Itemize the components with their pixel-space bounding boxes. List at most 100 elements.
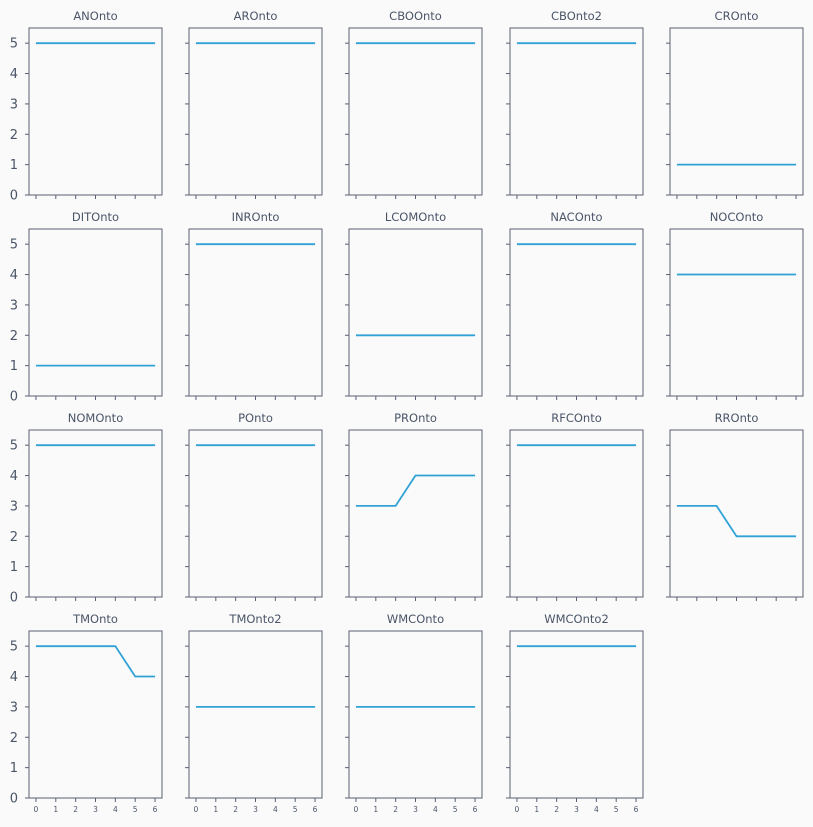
panel-frame	[348, 630, 483, 799]
x-tick-label: 0	[515, 805, 520, 814]
y-tick-label: 3	[10, 298, 18, 313]
panel-frame	[509, 630, 644, 799]
panel-title: TMOnto2	[228, 612, 281, 626]
panel-title: CBOOnto	[389, 9, 442, 23]
panel-frame	[188, 429, 323, 598]
x-tick-label: 4	[594, 805, 599, 814]
x-tick-label: 0	[354, 805, 359, 814]
panel-pronto: PROnto	[345, 411, 483, 601]
x-tick-label: 6	[634, 805, 639, 814]
y-tick-label: 2	[10, 329, 18, 344]
y-tick-label: 2	[10, 731, 18, 746]
panel-title: RROnto	[715, 411, 759, 425]
series-line	[676, 504, 797, 538]
panel-title: CROnto	[715, 9, 759, 23]
panel-title: PROnto	[394, 411, 437, 425]
x-tick-label: 6	[153, 805, 158, 814]
panel-frame	[188, 27, 323, 196]
panel-frame	[669, 27, 804, 196]
y-tick-label: 1	[10, 359, 18, 374]
panel-frame	[348, 27, 483, 196]
y-tick-label: 2	[10, 530, 18, 545]
y-tick-label: 5	[10, 238, 18, 253]
series-line	[355, 474, 476, 507]
panel-naconto: NACOnto	[506, 210, 644, 400]
panel-ponto: POnto	[185, 411, 323, 601]
panel-title: POnto	[238, 411, 273, 425]
x-tick-label: 0	[194, 805, 199, 814]
panel-rronto: RROnto	[666, 411, 804, 601]
x-tick-label: 2	[393, 805, 398, 814]
panel-frame	[28, 27, 163, 196]
y-tick-label: 5	[10, 640, 18, 655]
x-tick-label: 2	[233, 805, 238, 814]
x-tick-label: 3	[574, 805, 579, 814]
x-tick-label: 3	[93, 805, 98, 814]
panel-frame	[509, 228, 644, 397]
panel-title: DITOnto	[72, 210, 119, 224]
x-tick-label: 1	[53, 805, 58, 814]
y-tick-label: 0	[10, 390, 18, 405]
panel-title: AROnto	[234, 9, 278, 23]
x-tick-label: 3	[413, 805, 418, 814]
panel-frame	[28, 630, 163, 799]
x-tick-label: 3	[253, 805, 258, 814]
panel-frame	[669, 228, 804, 397]
panel-tmonto2: TMOnto2 0 1 2 3 4 5 6	[185, 612, 323, 814]
panel-title: NACOnto	[550, 210, 602, 224]
panel-title: LCOMOnto	[385, 210, 446, 224]
panel-title: RFCOnto	[551, 411, 602, 425]
y-tick-label: 5	[10, 37, 18, 52]
panel-title: NOMOnto	[68, 411, 123, 425]
panel-title: WMCOnto	[387, 612, 444, 626]
x-tick-label: 2	[73, 805, 78, 814]
panel-cbonto2: CBOnto2	[506, 9, 644, 199]
panel-lcomonto: LCOMOnto	[345, 210, 483, 400]
series-line	[35, 645, 156, 678]
x-tick-label: 1	[534, 805, 539, 814]
panel-frame	[509, 429, 644, 598]
x-tick-label: 0	[34, 805, 39, 814]
panel-cboonto: CBOOnto	[345, 9, 483, 199]
y-tick-label: 2	[10, 128, 18, 143]
y-tick-label: 3	[10, 700, 18, 715]
panel-cronto: CROnto	[666, 9, 804, 199]
panel-ditonto: DITOnto 0 1 2 3 4 5	[10, 210, 163, 405]
panel-frame	[509, 27, 644, 196]
panel-frame	[28, 429, 163, 598]
y-tick-label: 0	[10, 189, 18, 204]
y-tick-label: 3	[10, 97, 18, 112]
panel-wmconto: WMCOnto 0 1 2 3 4 5 6	[345, 612, 483, 814]
y-tick-label: 5	[10, 439, 18, 454]
x-tick-label: 1	[373, 805, 378, 814]
panel-title: WMCOnto2	[544, 612, 609, 626]
x-tick-label: 4	[273, 805, 278, 814]
x-tick-label: 1	[213, 805, 218, 814]
y-tick-label: 0	[10, 591, 18, 606]
y-tick-label: 1	[10, 761, 18, 776]
panel-title: ANOnto	[73, 9, 117, 23]
panel-title: NOCOnto	[710, 210, 764, 224]
y-tick-label: 4	[10, 67, 18, 82]
x-tick-label: 4	[433, 805, 438, 814]
x-tick-label: 5	[293, 805, 298, 814]
panel-wmconto2: WMCOnto2 0 1 2 3 4 5 6	[506, 612, 644, 814]
panel-nomonto: NOMOnto 0 1 2 3 4 5	[10, 411, 163, 606]
y-tick-label: 4	[10, 268, 18, 283]
panel-frame	[188, 630, 323, 799]
panel-frame	[348, 228, 483, 397]
panel-frame	[28, 228, 163, 397]
panel-frame	[669, 429, 804, 598]
panel-tmonto: TMOnto 0 1 2 3 4 5 0 1 2 3 4 5 6	[10, 612, 163, 814]
y-tick-label: 3	[10, 499, 18, 514]
panel-frame	[348, 429, 483, 598]
y-tick-label: 1	[10, 560, 18, 575]
x-tick-label: 5	[133, 805, 138, 814]
panel-title: CBOnto2	[551, 9, 602, 23]
panel-inronto: INROnto	[185, 210, 323, 400]
x-tick-label: 4	[113, 805, 118, 814]
y-tick-label: 4	[10, 469, 18, 484]
x-tick-label: 5	[453, 805, 458, 814]
panel-title: TMOnto	[72, 612, 118, 626]
